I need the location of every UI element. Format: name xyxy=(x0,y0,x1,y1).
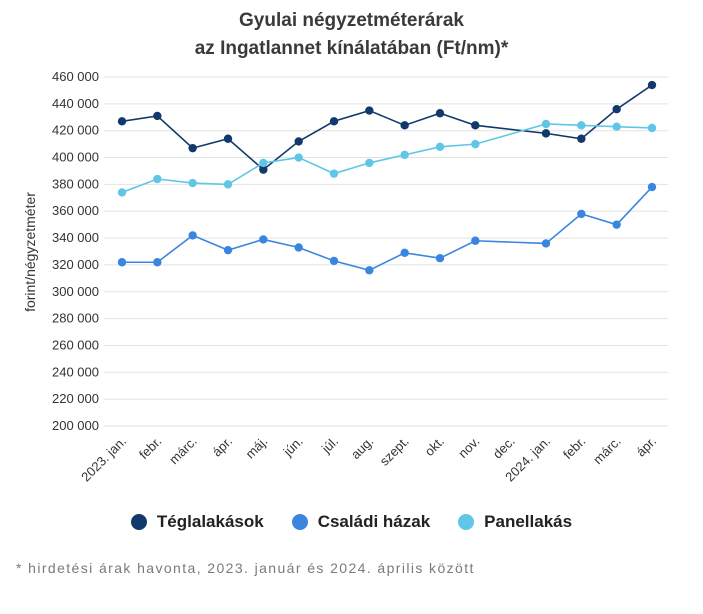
data-point xyxy=(294,243,303,252)
data-point xyxy=(541,129,551,138)
series-line-2 xyxy=(121,123,653,194)
data-point xyxy=(153,258,162,267)
y-tick-label: 380 000 xyxy=(52,176,99,191)
x-tick-label: nov. xyxy=(455,434,482,461)
chart-title-line1: Gyulai négyzetméterárak xyxy=(239,10,464,31)
data-point xyxy=(117,188,127,197)
x-tick-label: dec. xyxy=(490,434,518,462)
x-tick-label: márc. xyxy=(166,434,200,468)
x-tick-label: febr. xyxy=(560,434,588,462)
y-tick-label: 280 000 xyxy=(52,311,99,326)
data-point xyxy=(577,134,586,143)
data-point xyxy=(647,182,657,192)
legend-label-csaladi-hazak: Családi házak xyxy=(317,512,431,531)
footnote: * hirdetési árak havonta, 2023. január é… xyxy=(16,560,475,576)
y-tick-label: 200 000 xyxy=(52,418,99,433)
chart-legend: Téglalakások Családi házak Panellakás xyxy=(0,512,703,532)
y-tick-label: 240 000 xyxy=(52,364,99,379)
data-point xyxy=(612,105,621,114)
legend-marker-teglalakasok xyxy=(130,514,147,530)
x-tick-label: máj. xyxy=(242,434,270,462)
data-point xyxy=(259,235,268,244)
data-point xyxy=(471,236,480,245)
data-point xyxy=(577,121,586,130)
data-point xyxy=(471,121,480,130)
data-point xyxy=(471,139,480,149)
x-tick-label: aug. xyxy=(348,434,377,463)
legend-marker-panellakas xyxy=(458,514,475,530)
chart-title-line2: az Ingatlannet kínálatában (Ft/nm)* xyxy=(194,38,509,59)
x-tick-label: júl. xyxy=(318,434,341,457)
data-point xyxy=(329,169,339,178)
data-point xyxy=(188,143,197,153)
y-tick-label: 260 000 xyxy=(52,337,99,352)
y-tick-label: 420 000 xyxy=(52,123,99,138)
y-tick-label: 320 000 xyxy=(52,257,99,272)
data-point xyxy=(612,220,621,229)
data-point xyxy=(647,80,657,90)
data-point xyxy=(117,258,127,267)
data-point xyxy=(223,245,233,255)
x-tick-label: okt. xyxy=(422,434,447,459)
data-point xyxy=(259,165,268,174)
data-point xyxy=(577,209,586,219)
data-point xyxy=(612,122,621,131)
data-point xyxy=(365,266,374,275)
line-chart: 200 000 220 000 240 000 260 000 280 000 300 0… xyxy=(22,69,668,485)
legend-marker-csaladi-hazak xyxy=(291,514,308,530)
x-tick-label: febr. xyxy=(136,434,164,462)
legend-label-teglalakasok: Téglalakások xyxy=(156,512,264,531)
data-point xyxy=(647,123,657,133)
data-point xyxy=(223,180,233,189)
data-point xyxy=(188,178,197,188)
data-point xyxy=(259,158,268,168)
x-tick-label: márc. xyxy=(590,434,624,468)
legend-item-panellakas: Panellakás xyxy=(458,512,572,532)
data-point xyxy=(329,256,339,266)
data-point xyxy=(435,142,445,151)
data-point xyxy=(153,111,162,121)
legend-item-teglalakasok: Téglalakások xyxy=(130,512,264,532)
data-point xyxy=(188,231,197,240)
data-point xyxy=(294,137,303,146)
x-tick-label: jún. xyxy=(280,434,306,460)
data-point xyxy=(223,134,233,143)
y-tick-label: 460 000 xyxy=(52,69,99,84)
x-tick-label: ápr. xyxy=(633,434,659,460)
x-tick-label: szept. xyxy=(377,434,412,469)
data-point xyxy=(541,119,551,129)
y-tick-label: 300 000 xyxy=(52,284,99,299)
y-tick-label: 440 000 xyxy=(52,96,99,111)
data-point xyxy=(365,106,374,115)
data-point xyxy=(541,239,551,248)
data-point xyxy=(400,150,409,160)
legend-label-panellakas: Panellakás xyxy=(484,512,573,531)
series-line-0 xyxy=(121,84,653,171)
data-point xyxy=(365,158,374,168)
x-tick-label: ápr. xyxy=(209,434,235,460)
series-line-1 xyxy=(122,186,653,272)
y-tick-label: 340 000 xyxy=(52,230,99,245)
x-tick-label: 2023. jan. xyxy=(78,434,129,485)
data-point xyxy=(294,153,303,162)
data-point xyxy=(400,248,409,258)
data-point xyxy=(435,254,445,263)
data-point xyxy=(117,117,127,126)
y-axis-label: forint/négyzetméter xyxy=(22,192,38,312)
data-point xyxy=(400,121,409,130)
y-tick-label: 220 000 xyxy=(52,391,99,406)
legend-item-csaladi-hazak: Családi házak xyxy=(291,512,431,532)
y-tick-label: 360 000 xyxy=(52,203,99,218)
data-point xyxy=(435,109,445,118)
data-point xyxy=(329,117,339,126)
data-point xyxy=(153,174,162,184)
y-tick-label: 400 000 xyxy=(52,150,99,165)
